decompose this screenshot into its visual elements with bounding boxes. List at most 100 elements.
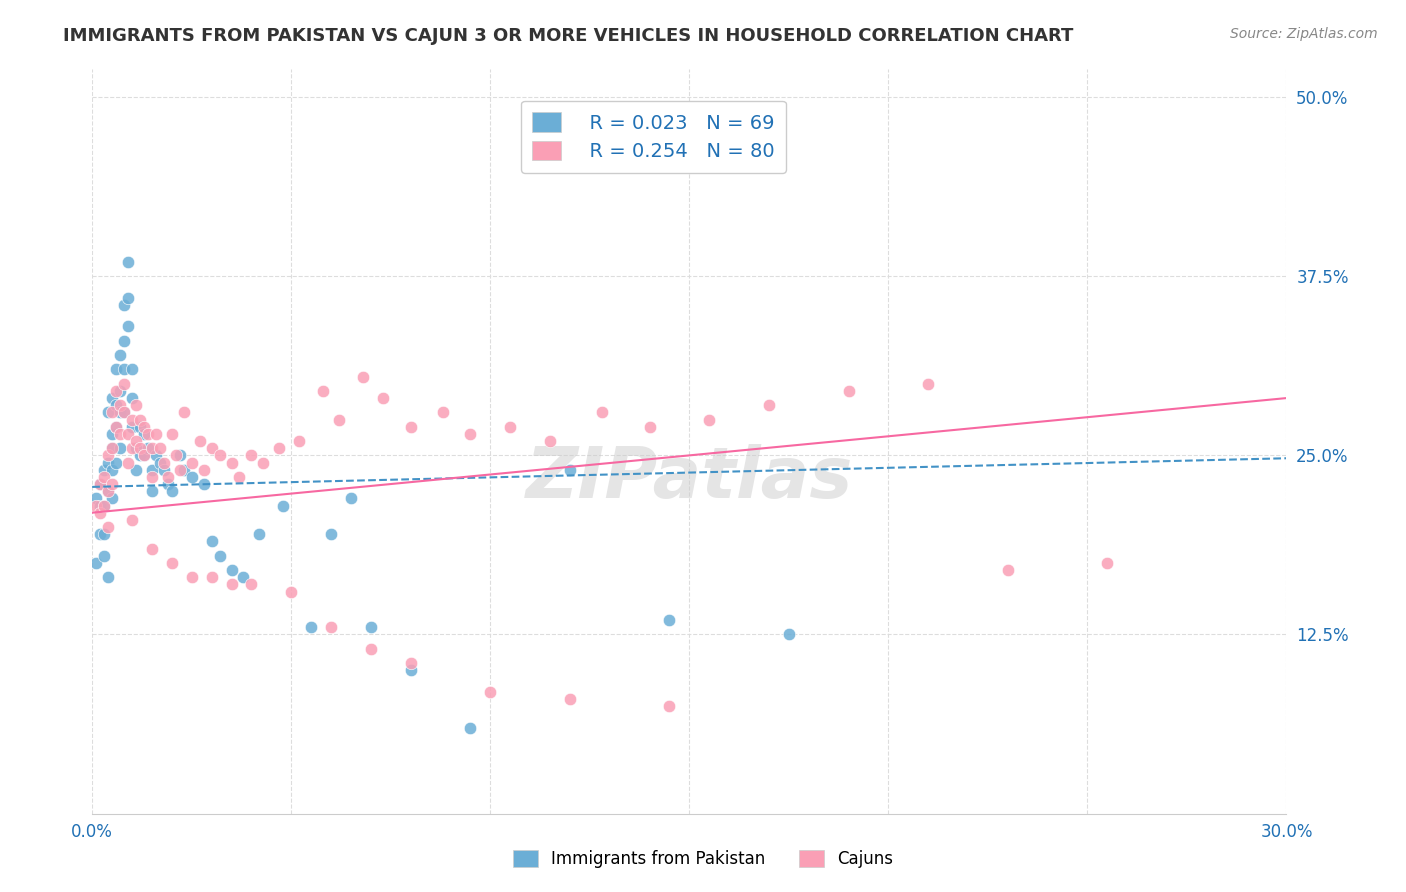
Point (141, 484, 163, 499)
Point (240, 577, 263, 591)
Point (101, 491, 124, 506)
Point (112, 298, 135, 312)
Point (160, 484, 183, 499)
Point (93, 499, 115, 513)
Point (121, 441, 143, 455)
Point (89, 477, 111, 491)
Point (89, 527, 111, 541)
Point (240, 449, 263, 463)
Point (105, 419, 128, 434)
Point (340, 491, 363, 506)
Point (125, 441, 148, 455)
Point (499, 419, 522, 434)
Point (399, 419, 422, 434)
Point (105, 456, 128, 470)
Point (997, 563, 1019, 577)
Point (432, 405, 454, 419)
Point (371, 391, 394, 405)
Point (112, 405, 135, 419)
Text: Source: ZipAtlas.com: Source: ZipAtlas.com (1230, 27, 1378, 41)
Point (173, 405, 195, 419)
Point (101, 463, 124, 477)
Text: ZIPatlas: ZIPatlas (526, 444, 853, 513)
Point (101, 477, 124, 491)
Point (84, 499, 107, 513)
Point (180, 470, 202, 484)
Point (149, 441, 172, 455)
Point (778, 627, 800, 641)
Point (352, 369, 374, 384)
Point (156, 470, 179, 484)
Point (101, 391, 124, 405)
Point (558, 463, 581, 477)
Point (89, 499, 111, 513)
Point (105, 419, 128, 434)
Point (112, 334, 135, 348)
Point (125, 398, 148, 412)
Point (117, 319, 139, 334)
Point (108, 405, 131, 419)
Point (917, 376, 939, 391)
Point (156, 477, 179, 491)
Point (247, 527, 270, 541)
Point (93, 463, 115, 477)
Point (108, 384, 131, 398)
Point (288, 434, 311, 448)
Point (97, 449, 120, 463)
Point (121, 412, 143, 426)
Point (101, 405, 124, 419)
Point (180, 456, 202, 470)
Point (838, 384, 860, 398)
Point (538, 434, 561, 448)
Point (132, 419, 155, 434)
Point (117, 291, 139, 305)
Point (697, 412, 720, 426)
Point (638, 419, 661, 434)
Point (280, 584, 302, 599)
Point (105, 362, 128, 376)
Point (160, 556, 183, 570)
Point (145, 426, 167, 441)
Point (105, 384, 128, 398)
Point (129, 419, 152, 434)
Point (117, 426, 139, 441)
Point (299, 620, 322, 634)
Point (97, 520, 120, 534)
Point (165, 449, 187, 463)
Point (460, 721, 482, 735)
Point (460, 426, 482, 441)
Point (121, 513, 143, 527)
Point (591, 405, 613, 419)
Point (228, 470, 250, 484)
Point (93, 527, 115, 541)
Point (141, 541, 163, 556)
Point (153, 456, 176, 470)
Point (97, 570, 120, 584)
Point (125, 463, 148, 477)
Point (188, 434, 211, 448)
Point (84, 491, 107, 506)
Point (132, 449, 155, 463)
Point (208, 449, 231, 463)
Point (93, 499, 115, 513)
Point (108, 441, 131, 455)
Point (160, 426, 183, 441)
Text: IMMIGRANTS FROM PAKISTAN VS CAJUN 3 OR MORE VEHICLES IN HOUSEHOLD CORRELATION CH: IMMIGRANTS FROM PAKISTAN VS CAJUN 3 OR M… (63, 27, 1074, 45)
Point (112, 405, 135, 419)
Point (558, 692, 581, 706)
Point (312, 384, 335, 398)
Point (269, 441, 291, 455)
Point (97, 456, 120, 470)
Point (271, 499, 294, 513)
Point (117, 255, 139, 269)
Point (101, 441, 124, 455)
Point (193, 463, 215, 477)
Point (141, 463, 163, 477)
Point (221, 456, 243, 470)
Point (319, 527, 342, 541)
Point (758, 398, 780, 412)
Point (201, 570, 224, 584)
Point (399, 656, 422, 670)
Point (399, 663, 422, 677)
Point (319, 620, 342, 634)
